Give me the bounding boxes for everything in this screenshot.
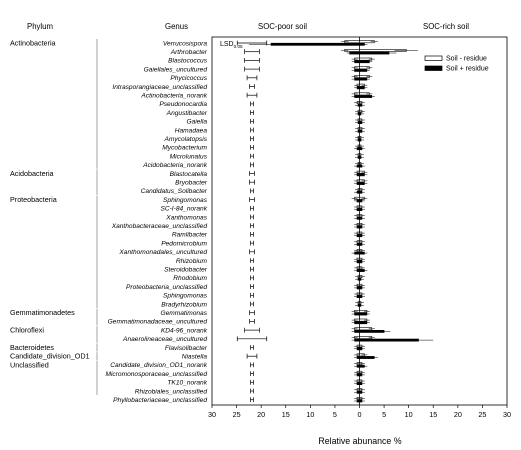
genus-label: Arthrobacter: [170, 49, 208, 56]
genus-label: Flavisolibacter: [165, 345, 208, 352]
lsd-label: LSD0.05: [220, 41, 243, 49]
phylum-label: Bacteroidetes: [10, 343, 54, 352]
legend-label: Soil - residue: [446, 56, 487, 63]
x-tick-label: 15: [429, 410, 437, 419]
genus-label: Rhodobium: [173, 275, 207, 282]
genus-label: Pseudonocardia: [159, 101, 207, 108]
x-tick-label: 20: [454, 410, 462, 419]
genus-label: Actinobacteria_norank: [140, 93, 207, 100]
genus-label: Ramlibacter: [172, 232, 208, 239]
genus-label: Bradyrhizobium: [161, 301, 207, 308]
genus-label: Anaerolineaceae_uncultured: [122, 336, 207, 343]
x-tick-label: 10: [405, 410, 413, 419]
phylum-groups: Actinobacteria Acidobacteria Proteobacteri…: [10, 38, 98, 395]
phylum-label: Gemmatimonadetes: [10, 308, 75, 317]
soc-poor-header: SOC-poor soil: [258, 22, 307, 31]
x-tick-label: 30: [208, 410, 216, 419]
genus-label: Xanthomonadales_uncultured: [118, 249, 207, 256]
genus-label: Sphingomonas: [163, 293, 208, 300]
genus-label: Rhizobiales_unclassified: [135, 388, 208, 395]
x-tick-label: 5: [382, 410, 386, 419]
genus-label: Pedomicrobium: [161, 240, 207, 247]
phylum-label: Acidobacteria: [10, 169, 54, 178]
genus-label: Blastococcus: [168, 58, 208, 65]
plot-area: LSD0.05: [211, 36, 508, 406]
genus-label: Acidobacteria_norank: [142, 162, 207, 169]
genus-labels: VerrucosisporaArthrobacterBlastococcusGa…: [105, 40, 207, 404]
x-tick-label: 25: [233, 410, 241, 419]
phylum-header: Phylum: [27, 22, 53, 31]
phylum-label: Proteobacteria: [10, 195, 57, 204]
lsd-subscript: 0.05: [234, 44, 243, 49]
genus-label: SC-I-84_norank: [160, 206, 207, 213]
genus-label: Steroidobacter: [164, 267, 208, 274]
genus-label: Xanthomonas: [165, 214, 207, 221]
legend-label: Soil + residue: [446, 66, 489, 73]
x-tick-label: 20: [257, 410, 265, 419]
genus-label: Candidatus_Solibacter: [141, 188, 208, 195]
genus-label: Proteobacteria_unclassified: [126, 284, 207, 291]
genus-label: TK10_norank: [167, 380, 207, 387]
x-tick-label: 30: [503, 410, 511, 419]
genus-label: Gemmatimonas: [160, 310, 207, 317]
x-axis-title: Relative abunance %: [318, 436, 401, 446]
genus-label: Candidate_division_OD1_norank: [110, 362, 207, 369]
genus-label: Bryobacter: [175, 180, 208, 187]
genus-label: Microlunatus: [170, 153, 208, 160]
chart-headers: Phylum Genus SOC-poor soil SOC-rich soil: [27, 22, 469, 31]
genus-label: Gemmatimonadaceae_uncultured: [108, 319, 208, 326]
phylum-label: Unclassified: [10, 360, 49, 369]
phylum-label: Candidate_division_OD1: [10, 352, 90, 361]
phylum-label: Actinobacteria: [10, 38, 56, 47]
soc-rich-header: SOC-rich soil: [423, 22, 469, 31]
genus-label: Verrucosispora: [163, 40, 207, 47]
genus-label: Xanthobacteraceae_unclassified: [111, 223, 208, 230]
x-tick-label: 10: [306, 410, 314, 419]
genus-label: Niastella: [182, 354, 208, 361]
x-tick-label: 0: [358, 410, 362, 419]
phylum-label: Chloroflexi: [10, 326, 44, 335]
genus-label: Phycicoccus: [170, 75, 207, 82]
x-axis: 30 25 20 15 10 5 0 5 10 15 20 25 30: [208, 405, 511, 419]
x-tick-label: 25: [478, 410, 486, 419]
x-tick-label: 15: [282, 410, 290, 419]
genus-label: KD4-96_norank: [161, 327, 208, 334]
legend: Soil - residue Soil + residue: [424, 55, 489, 73]
genus-label: Angustibacter: [166, 110, 208, 117]
genus-label: Gaiellales_uncultured: [144, 66, 208, 73]
genus-label: Micromonosporaceae_unclassified: [105, 371, 207, 378]
x-tick-label: 5: [333, 410, 337, 419]
genus-label: Blastocatella: [170, 171, 208, 178]
genus-header: Genus: [165, 22, 188, 31]
genus-label: Intrasporangiaceae_unclassified: [112, 84, 207, 91]
legend-swatch: [424, 65, 443, 71]
genus-label: Gaiella: [186, 119, 207, 126]
genus-label: Amycolatopsis: [163, 136, 207, 143]
genus-label: Mycobacterium: [162, 145, 207, 152]
genus-label: Phyllobacteriaceae_unclassified: [113, 397, 207, 404]
genus-label: Rhizobium: [176, 258, 208, 265]
genus-label: Hamadaea: [175, 127, 208, 134]
legend-swatch: [424, 55, 443, 61]
genus-label: Sphingomonas: [163, 197, 208, 204]
